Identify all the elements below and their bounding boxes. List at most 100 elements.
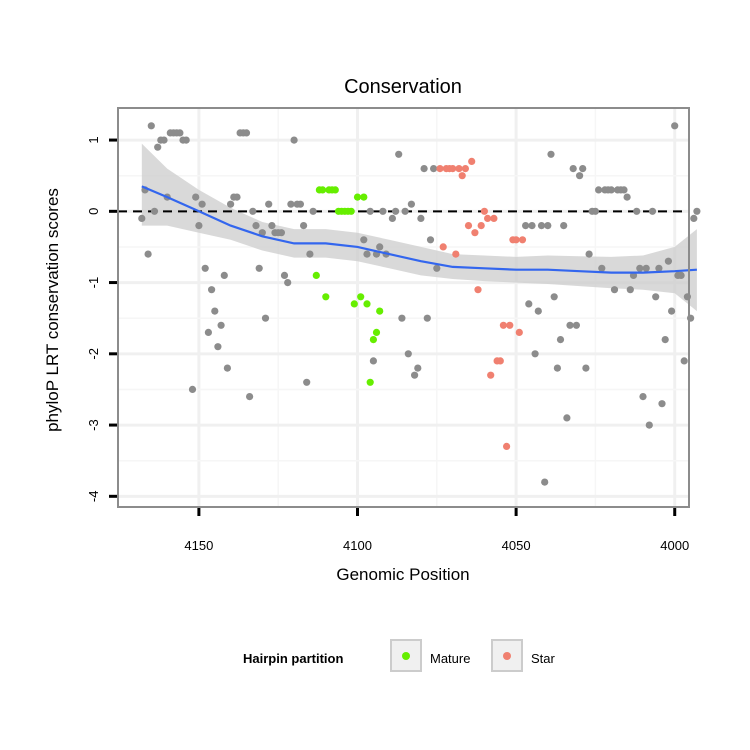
point-other: [582, 364, 590, 372]
plot-border: [117, 107, 690, 508]
x-tick-label: 4100: [343, 538, 372, 553]
legend-title: Hairpin partition: [243, 651, 343, 666]
y-tick-label: -3: [86, 419, 101, 431]
chart-title: Conservation: [344, 76, 462, 98]
point-other: [147, 122, 155, 130]
point-other: [423, 314, 431, 322]
smooth-line: [141, 185, 697, 274]
point-star: [458, 172, 466, 180]
point-other: [537, 222, 546, 230]
point-other: [233, 193, 241, 201]
point-other: [392, 207, 400, 215]
point-star: [474, 286, 482, 294]
x-tick-label: 4000: [660, 538, 689, 553]
point-mature: [369, 336, 377, 344]
point-other: [648, 207, 657, 215]
y-tick-label: -1: [86, 277, 101, 289]
point-other: [556, 336, 565, 344]
point-other: [395, 150, 403, 158]
point-mature: [363, 300, 371, 308]
point-mature: [366, 378, 374, 386]
point-other: [541, 478, 549, 486]
point-other: [420, 165, 428, 173]
point-other: [376, 243, 384, 251]
point-other: [563, 414, 571, 422]
point-other: [636, 264, 644, 272]
point-other: [407, 200, 415, 208]
point-star: [477, 222, 485, 230]
legend: Hairpin partition Mature Star: [243, 639, 556, 672]
point-other: [522, 222, 530, 230]
point-star: [487, 371, 495, 379]
point-other: [182, 136, 190, 144]
point-other: [227, 200, 235, 208]
point-mature: [357, 293, 365, 301]
data-points: [138, 122, 701, 486]
point-other: [680, 357, 688, 365]
point-star: [512, 236, 520, 244]
point-other: [531, 350, 539, 358]
point-other: [576, 172, 584, 180]
point-star: [464, 222, 473, 230]
point-other: [309, 207, 317, 215]
point-star: [515, 328, 523, 336]
point-other: [623, 193, 631, 201]
point-other: [553, 364, 562, 372]
point-other: [671, 122, 679, 130]
point-other: [693, 207, 701, 215]
y-tick-label: 1: [86, 136, 101, 143]
point-mature: [350, 300, 358, 308]
point-other: [290, 136, 298, 144]
point-other: [620, 186, 628, 194]
point-other: [569, 165, 577, 173]
point-other: [369, 357, 377, 365]
point-other: [188, 385, 197, 393]
point-other: [566, 321, 574, 329]
point-other: [366, 207, 374, 215]
point-star: [490, 214, 498, 222]
point-other: [547, 150, 555, 158]
legend-label-mature: Mature: [430, 651, 470, 666]
point-other: [430, 165, 438, 173]
point-other: [690, 214, 698, 222]
point-other: [208, 286, 216, 294]
plot-panel: [117, 107, 701, 508]
point-other: [433, 264, 441, 272]
point-other: [642, 264, 650, 272]
point-other: [610, 286, 619, 294]
point-other: [284, 279, 292, 287]
point-other: [572, 321, 581, 329]
point-other: [217, 321, 225, 329]
point-star: [436, 165, 444, 173]
point-mature: [372, 328, 381, 336]
point-star: [499, 321, 507, 329]
y-tick-label: -4: [86, 491, 101, 503]
point-other: [176, 129, 184, 137]
point-star: [480, 207, 488, 215]
point-other: [154, 143, 162, 151]
point-other: [220, 271, 228, 279]
y-axis: 1 0 -1 -2 -3 -4: [86, 136, 117, 502]
point-other: [195, 222, 203, 230]
y-axis-title: phyloP LRT conservation scores: [43, 188, 62, 432]
point-other: [388, 214, 396, 222]
point-other: [306, 250, 314, 258]
point-other: [303, 378, 311, 386]
point-other: [214, 343, 222, 351]
point-other: [626, 286, 634, 294]
legend-dot-mature: [402, 652, 410, 660]
y-tick-label: -2: [86, 348, 101, 360]
point-other: [639, 393, 647, 401]
legend-dot-star: [503, 652, 511, 660]
point-other: [363, 250, 371, 258]
point-star: [452, 250, 460, 258]
point-other: [664, 257, 673, 265]
point-other: [677, 271, 685, 279]
point-other: [595, 186, 603, 194]
point-other: [414, 364, 422, 372]
point-other: [645, 421, 653, 429]
point-other: [246, 393, 254, 401]
point-other: [198, 200, 206, 208]
point-other: [398, 314, 406, 322]
